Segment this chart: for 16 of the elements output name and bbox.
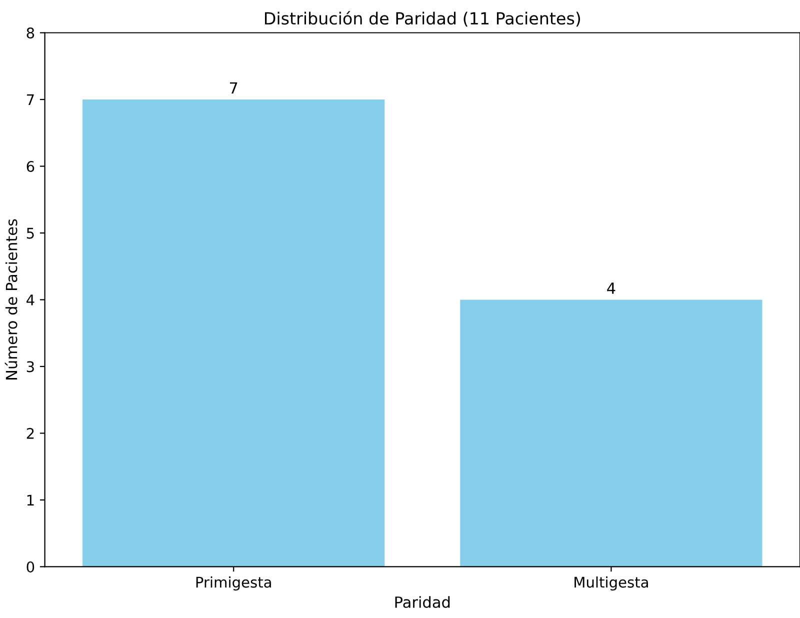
y-tick-label: 3 [26,361,34,372]
y-axis-title: Número de Pacientes [4,219,18,380]
y-tick-label: 5 [26,228,34,239]
x-axis-title: Paridad [395,596,450,608]
x-tick-label: Multigesta [574,576,648,591]
y-tick-label: 1 [27,494,34,506]
data-label: 4 [607,282,616,294]
y-tick-label: 4 [26,294,34,306]
x-tick-label: Primigesta [196,576,271,591]
y-tick-label: 8 [26,27,34,38]
y-tick-label: 2 [26,428,34,439]
data-label: 7 [230,82,238,94]
y-tick-label: 6 [26,160,34,172]
y-tick-label: 7 [26,94,34,106]
chart-title: Distribución de Paridad (11 Pacientes) [265,11,580,27]
y-tick-label: 0 [26,561,34,572]
